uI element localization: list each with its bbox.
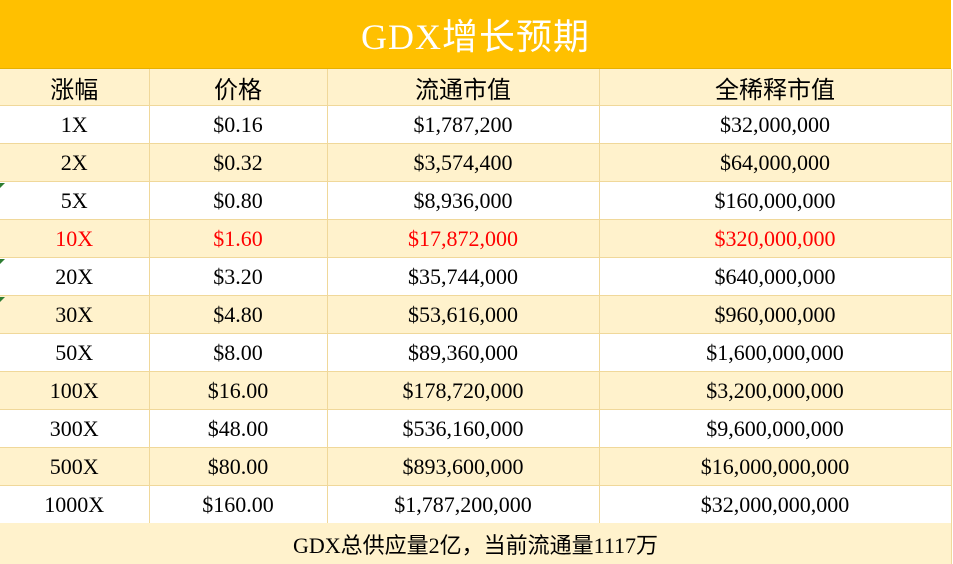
cell-comment-marker: [0, 259, 5, 264]
cell-growth[interactable]: 500X: [0, 447, 150, 486]
cell-circulating-cap[interactable]: $89,360,000: [327, 333, 600, 372]
table-row: 20X $3.20 $35,744,000 $640,000,000: [0, 257, 952, 296]
cell-circulating-cap[interactable]: $178,720,000: [327, 371, 600, 410]
table-row-highlighted: 10X $1.60 $17,872,000 $320,000,000: [0, 219, 952, 258]
table-row: 500X $80.00 $893,600,000 $16,000,000,000: [0, 447, 952, 486]
cell-growth[interactable]: 1X: [0, 105, 150, 144]
cell-price[interactable]: $160.00: [149, 485, 328, 524]
table-row: 30X $4.80 $53,616,000 $960,000,000: [0, 295, 952, 334]
header-cell-price[interactable]: 价格: [149, 69, 328, 106]
cell-growth[interactable]: 100X: [0, 371, 150, 410]
cell-comment-marker: [0, 183, 5, 188]
cell-fdv[interactable]: $16,000,000,000: [599, 447, 952, 486]
cell-circulating-cap[interactable]: $893,600,000: [327, 447, 600, 486]
cell-fdv[interactable]: $9,600,000,000: [599, 409, 952, 448]
cell-circulating-cap[interactable]: $53,616,000: [327, 295, 600, 334]
cell-circulating-cap[interactable]: $536,160,000: [327, 409, 600, 448]
table-row: 1000X $160.00 $1,787,200,000 $32,000,000…: [0, 485, 952, 524]
table-row: 2X $0.32 $3,574,400 $64,000,000: [0, 143, 952, 182]
header-cell-circulating-cap[interactable]: 流通市值: [327, 69, 600, 106]
cell-price[interactable]: $16.00: [149, 371, 328, 410]
header-cell-growth[interactable]: 涨幅: [0, 69, 150, 106]
cell-comment-marker: [0, 297, 5, 302]
table-row: 50X $8.00 $89,360,000 $1,600,000,000: [0, 333, 952, 372]
cell-fdv[interactable]: $64,000,000: [599, 143, 952, 182]
cell-circulating-cap[interactable]: $17,872,000: [327, 219, 600, 258]
cell-price[interactable]: $0.80: [149, 181, 328, 220]
cell-price[interactable]: $4.80: [149, 295, 328, 334]
cell-fdv[interactable]: $320,000,000: [599, 219, 952, 258]
cell-price[interactable]: $3.20: [149, 257, 328, 296]
cell-fdv[interactable]: $32,000,000: [599, 105, 952, 144]
cell-fdv[interactable]: $960,000,000: [599, 295, 952, 334]
cell-growth[interactable]: 1000X: [0, 485, 150, 524]
supply-note[interactable]: GDX总供应量2亿，当前流通量1117万: [0, 523, 952, 564]
cell-price[interactable]: $48.00: [149, 409, 328, 448]
cell-growth[interactable]: 2X: [0, 143, 150, 182]
header-cell-fdv[interactable]: 全稀释市值: [599, 69, 952, 106]
cell-growth[interactable]: 10X: [0, 219, 150, 258]
cell-price[interactable]: $80.00: [149, 447, 328, 486]
cell-circulating-cap[interactable]: $8,936,000: [327, 181, 600, 220]
cell-fdv[interactable]: $160,000,000: [599, 181, 952, 220]
table-row: 1X $0.16 $1,787,200 $32,000,000: [0, 105, 952, 144]
growth-table: 涨幅 价格 流通市值 全稀释市值 1X $0.16 $1,787,200 $32…: [0, 69, 952, 524]
cell-circulating-cap[interactable]: $35,744,000: [327, 257, 600, 296]
cell-price[interactable]: $8.00: [149, 333, 328, 372]
cell-fdv[interactable]: $3,200,000,000: [599, 371, 952, 410]
table-row: 300X $48.00 $536,160,000 $9,600,000,000: [0, 409, 952, 448]
cell-growth[interactable]: 5X: [0, 181, 150, 220]
cell-growth[interactable]: 20X: [0, 257, 150, 296]
table-row: 100X $16.00 $178,720,000 $3,200,000,000: [0, 371, 952, 410]
table-row: 5X $0.80 $8,936,000 $160,000,000: [0, 181, 952, 220]
cell-growth[interactable]: 50X: [0, 333, 150, 372]
cell-price[interactable]: $0.16: [149, 105, 328, 144]
cell-fdv[interactable]: $1,600,000,000: [599, 333, 952, 372]
sheet-title[interactable]: GDX增长预期: [0, 0, 951, 69]
header-row: 涨幅 价格 流通市值 全稀释市值: [0, 69, 952, 106]
cell-circulating-cap[interactable]: $1,787,200: [327, 105, 600, 144]
cell-fdv[interactable]: $32,000,000,000: [599, 485, 952, 524]
cell-circulating-cap[interactable]: $1,787,200,000: [327, 485, 600, 524]
cell-fdv[interactable]: $640,000,000: [599, 257, 952, 296]
cell-price[interactable]: $0.32: [149, 143, 328, 182]
cell-price[interactable]: $1.60: [149, 219, 328, 258]
cell-growth[interactable]: 30X: [0, 295, 150, 334]
cell-growth[interactable]: 300X: [0, 409, 150, 448]
cell-circulating-cap[interactable]: $3,574,400: [327, 143, 600, 182]
